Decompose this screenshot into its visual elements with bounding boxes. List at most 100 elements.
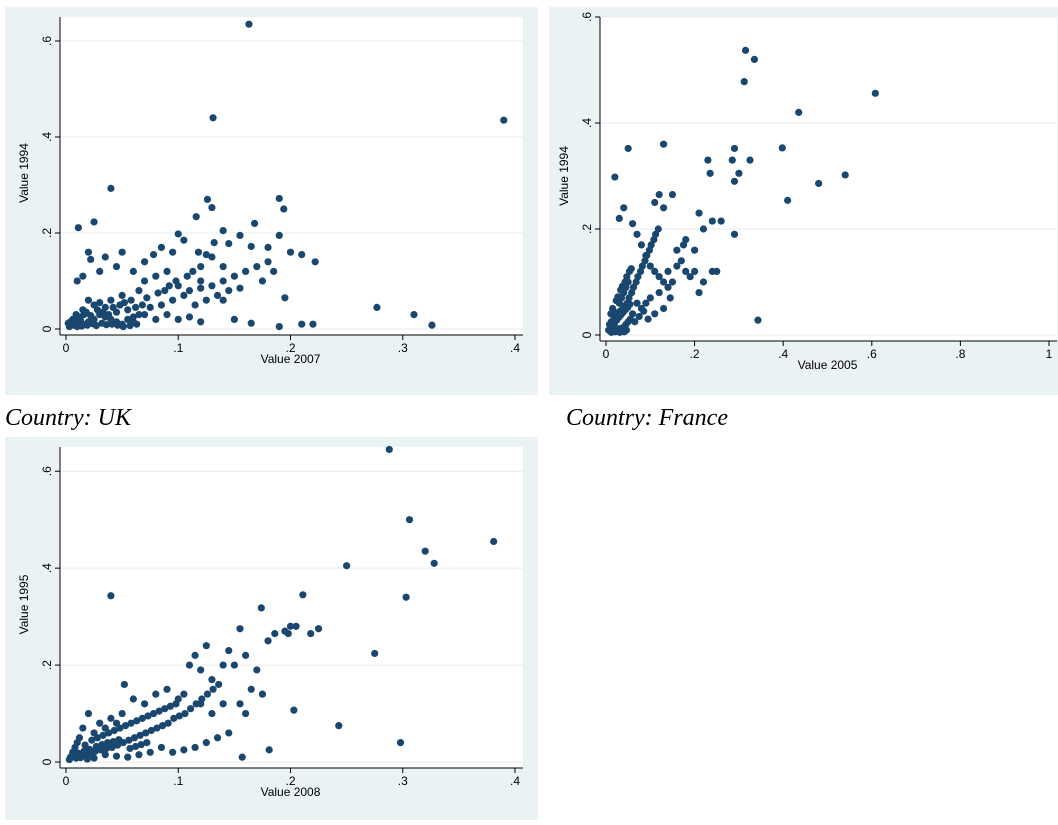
data-point: [135, 751, 143, 759]
data-point: [275, 231, 283, 239]
data-point: [270, 267, 278, 275]
data-point: [679, 241, 688, 249]
data-point: [110, 726, 118, 735]
data-point: [778, 144, 786, 152]
data-point: [93, 306, 102, 314]
data-point: [225, 646, 233, 655]
data-point: [107, 592, 115, 600]
data-point: [284, 629, 292, 638]
data-point: [644, 315, 652, 323]
data-point: [275, 323, 283, 331]
data-point: [500, 116, 508, 124]
data-point: [396, 739, 405, 747]
data-point: [654, 225, 662, 233]
data-point: [236, 284, 244, 292]
data-point: [717, 217, 725, 225]
data-point: [640, 307, 648, 315]
data-point: [149, 251, 158, 259]
x-tick-label: .2: [690, 347, 700, 361]
x-tick-label: .3: [398, 774, 408, 788]
y-tick-label: .6: [580, 12, 594, 22]
data-point: [124, 753, 132, 761]
x-tick-label: .4: [778, 347, 788, 361]
data-point: [385, 445, 393, 454]
data-point: [642, 299, 650, 307]
data-point: [92, 322, 100, 330]
data-point: [428, 321, 436, 329]
data-point: [163, 267, 171, 275]
data-point: [85, 745, 94, 753]
data-point: [152, 315, 160, 323]
data-point: [622, 326, 630, 334]
data-point: [299, 591, 307, 599]
y-tick-label: 0: [40, 325, 54, 332]
data-point: [655, 289, 663, 297]
data-point: [708, 217, 716, 225]
data-point: [197, 318, 205, 326]
data-point: [668, 190, 677, 199]
data-point: [730, 230, 739, 238]
data-point: [271, 629, 279, 638]
data-point: [133, 717, 141, 725]
data-point: [682, 267, 690, 275]
data-point: [258, 277, 267, 285]
y-axis-title: Value 1995: [17, 574, 31, 634]
data-point: [87, 311, 95, 320]
data-point: [686, 273, 694, 281]
data-point: [311, 258, 319, 266]
data-point: [633, 230, 641, 238]
data-point: [120, 299, 128, 307]
data-point: [637, 241, 646, 249]
data-point: [695, 209, 703, 217]
caption-uk: Country: UK: [5, 405, 131, 431]
data-point: [219, 227, 227, 235]
data-point: [624, 278, 632, 286]
data-point: [203, 690, 212, 698]
data-point: [651, 310, 659, 318]
data-point: [105, 729, 113, 737]
data-point: [116, 724, 124, 732]
data-point: [170, 714, 178, 722]
y-tick-label: .4: [40, 563, 54, 573]
x-tick-label: .6: [867, 347, 877, 361]
data-point: [659, 304, 668, 313]
data-point: [741, 46, 750, 54]
x-tick-label: .1: [173, 341, 183, 355]
data-point: [138, 714, 146, 722]
data-point: [169, 248, 177, 256]
data-point: [631, 318, 639, 326]
data-point: [185, 287, 194, 295]
data-point: [96, 719, 104, 727]
data-point: [210, 239, 218, 247]
data-point: [373, 303, 381, 311]
data-point: [109, 303, 117, 311]
data-point: [642, 251, 650, 260]
data-point: [402, 593, 410, 601]
data-point: [841, 171, 849, 179]
x-tick-label: .8: [955, 347, 965, 361]
data-point: [161, 287, 169, 295]
data-point: [157, 743, 166, 752]
data-point: [651, 267, 659, 275]
data-point: [298, 251, 306, 259]
data-point: [695, 289, 703, 297]
data-point: [286, 248, 295, 256]
data-point: [92, 742, 100, 751]
data-point: [191, 651, 199, 659]
uk-scatter-chart: 0 .1 .2 .3 .4 0 .2 .4 .6 Value 2007 Value 1994: [17, 17, 523, 366]
data-point: [84, 248, 93, 256]
data-point: [127, 296, 135, 304]
data-point: [651, 198, 659, 207]
x-axis-title: Value 2005: [798, 358, 858, 372]
data-point: [149, 709, 158, 718]
data-point: [112, 752, 121, 760]
data-point: [238, 753, 246, 761]
data-point: [197, 284, 205, 292]
data-point: [405, 516, 414, 524]
france-scatter-panel: 0 .2 .4 .6 .8 1 0 .2 .4 .6 Value 2005 Value 1994: [549, 7, 1058, 395]
data-point: [98, 740, 106, 749]
plot-area: [60, 17, 523, 335]
data-point: [655, 190, 663, 199]
data-point: [490, 537, 498, 546]
data-point: [181, 709, 189, 718]
